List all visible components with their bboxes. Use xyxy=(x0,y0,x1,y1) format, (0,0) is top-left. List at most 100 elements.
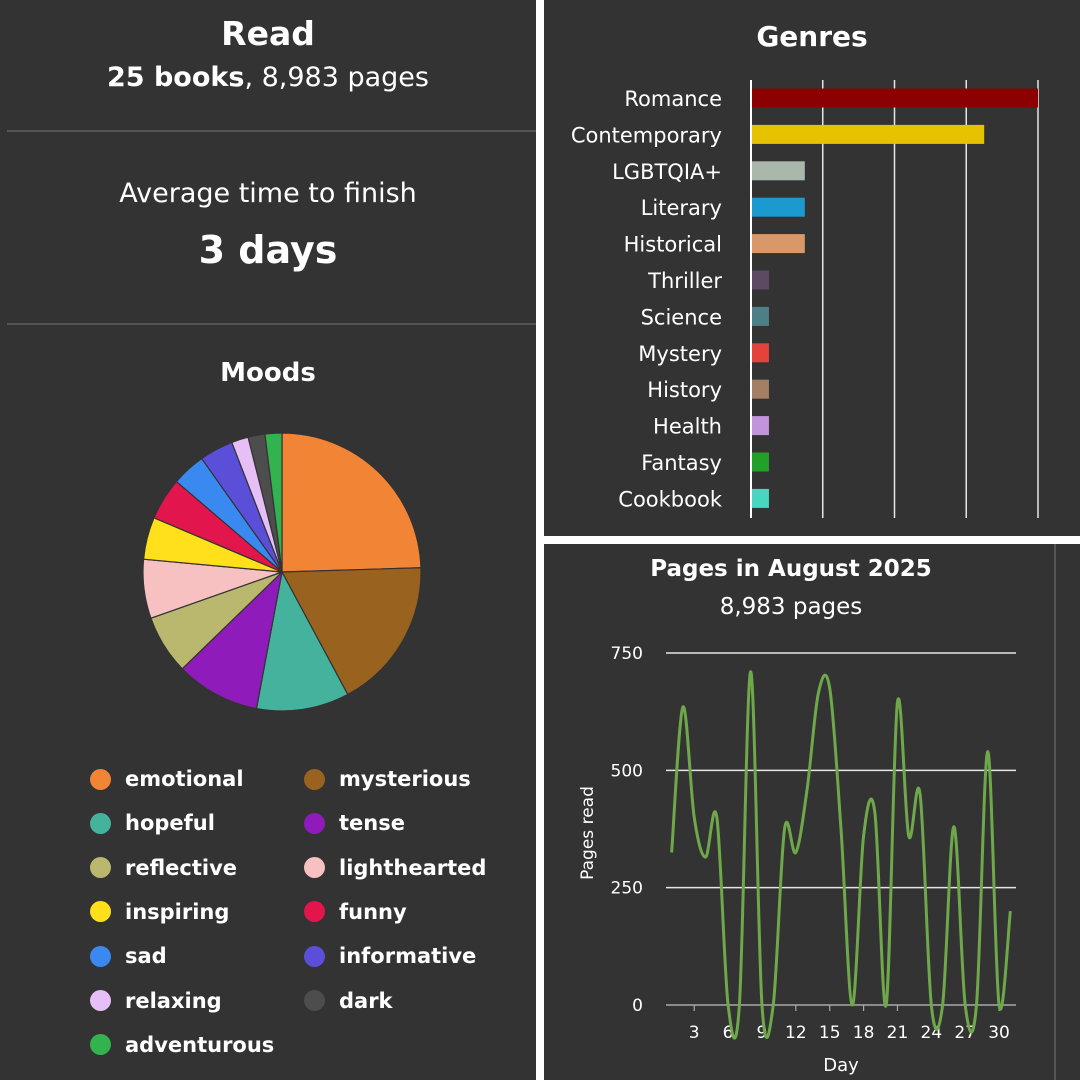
x-tick-label: 9 xyxy=(757,1023,768,1043)
x-tick-label: 18 xyxy=(853,1023,875,1043)
legend-swatch xyxy=(304,901,325,923)
legend-swatch xyxy=(90,768,111,790)
legend-item-reflective: reflective xyxy=(90,856,237,880)
bar-Fantasy xyxy=(751,452,769,472)
pages-count: , 8,983 pages xyxy=(244,62,429,93)
bar-Historical xyxy=(751,234,805,254)
legend-item-informative: informative xyxy=(304,944,476,968)
legend-swatch xyxy=(304,768,325,790)
genres-title: Genres xyxy=(756,20,868,53)
books-count: 25 books xyxy=(107,62,245,93)
y-tick-label: 250 xyxy=(611,879,643,899)
legend-item-tense: tense xyxy=(304,811,405,835)
y-axis-label: Pages read xyxy=(578,786,598,880)
category-label: Science xyxy=(641,305,722,329)
category-label: Health xyxy=(653,415,722,439)
bar-Mystery xyxy=(751,343,769,363)
pie-slice-adventurous xyxy=(264,432,283,573)
legend-label: adventurous xyxy=(125,1032,275,1057)
legend-item-funny: funny xyxy=(304,900,407,924)
category-label: LGBTQIA+ xyxy=(612,160,722,184)
summary-panel: Read 25 books, 8,983 pages Average time … xyxy=(0,0,536,1080)
pages-subtitle: 8,983 pages xyxy=(719,594,863,620)
legend-label: emotional xyxy=(125,767,244,791)
legend-item-relaxing: relaxing xyxy=(90,989,222,1013)
legend-item-hopeful: hopeful xyxy=(90,811,215,835)
moods-pie-chart xyxy=(142,432,422,712)
bar-History xyxy=(751,379,769,399)
bar-Cookbook xyxy=(751,488,769,508)
bar-Romance xyxy=(751,88,1038,108)
read-summary: 25 books, 8,983 pages xyxy=(0,62,536,93)
divider xyxy=(7,130,536,132)
average-time-value: 3 days xyxy=(198,228,338,272)
category-label: Cookbook xyxy=(618,487,723,511)
legend-swatch xyxy=(304,857,325,879)
legend-label: reflective xyxy=(125,855,238,880)
bar-LGBTQIA+ xyxy=(751,161,805,181)
legend-swatch xyxy=(304,945,325,967)
legend-label: sad xyxy=(125,944,167,969)
legend-item-emotional: emotional xyxy=(90,767,244,791)
legend-item-sad: sad xyxy=(90,944,167,968)
x-tick-label: 6 xyxy=(723,1023,734,1043)
legend-item-lighthearted: lighthearted xyxy=(304,856,486,880)
x-tick-label: 12 xyxy=(785,1023,807,1043)
y-tick-label: 750 xyxy=(611,644,643,664)
category-label: Fantasy xyxy=(641,451,722,475)
average-time-label: Average time to finish xyxy=(119,178,417,209)
bar-Health xyxy=(751,416,769,436)
legend-item-inspiring: inspiring xyxy=(90,900,229,924)
category-label: Thriller xyxy=(647,269,722,293)
bar-Literary xyxy=(751,197,805,217)
legend-swatch xyxy=(90,901,111,923)
pie-slice-mysterious xyxy=(281,567,422,696)
legend-swatch xyxy=(304,812,325,834)
moods-title: Moods xyxy=(220,358,316,388)
category-label: Romance xyxy=(624,87,722,111)
genres-bar-chart: Romance Contemporary LGBTQIA+ Literary Histo… xyxy=(571,80,1039,518)
pages-series-line xyxy=(670,670,1012,1040)
legend-swatch xyxy=(304,990,325,1011)
pages-panel: Pages in August 2025 8,983 pages 0 250 500… xyxy=(544,544,1080,1080)
category-label: Mystery xyxy=(638,342,722,366)
category-label: Literary xyxy=(641,196,722,220)
bar-Science xyxy=(751,306,769,326)
y-tick-label: 500 xyxy=(611,761,643,781)
category-label: Contemporary xyxy=(571,123,722,147)
legend-label: hopeful xyxy=(125,811,215,836)
category-label: History xyxy=(647,378,722,402)
legend-item-adventurous: adventurous xyxy=(90,1033,274,1057)
legend-label: tense xyxy=(339,811,405,836)
pie-slice-tense xyxy=(181,570,283,710)
bar-Contemporary xyxy=(751,124,985,144)
legend-label: lighthearted xyxy=(339,855,487,880)
panel-edge-line xyxy=(1054,544,1056,1080)
x-tick-label: 21 xyxy=(887,1023,909,1043)
legend-swatch xyxy=(90,990,111,1011)
legend-label: mysterious xyxy=(339,767,471,791)
legend-swatch xyxy=(90,945,111,967)
x-tick-label: 3 xyxy=(689,1023,700,1043)
legend-item-mysterious: mysterious xyxy=(304,767,471,791)
bar-Thriller xyxy=(751,270,769,290)
legend-label: dark xyxy=(339,988,393,1013)
pages-title: Pages in August 2025 xyxy=(650,556,932,582)
legend-label: informative xyxy=(339,944,477,969)
x-tick-label: 30 xyxy=(988,1023,1010,1043)
read-title: Read xyxy=(221,14,315,53)
category-label: Historical xyxy=(624,233,722,257)
x-tick-label: 27 xyxy=(954,1023,976,1043)
legend-label: funny xyxy=(339,899,407,924)
pie-slice-hopeful xyxy=(255,570,349,712)
genres-panel: Genres Romance Contemporary LGBTQIA+ Litera… xyxy=(544,0,1080,536)
legend-swatch xyxy=(90,1034,111,1056)
divider xyxy=(7,323,536,325)
pie-slice-emotional xyxy=(281,432,422,573)
y-tick-label: 0 xyxy=(632,996,643,1016)
legend-label: relaxing xyxy=(125,988,222,1013)
legend-swatch xyxy=(90,857,111,879)
x-tick-label: 15 xyxy=(819,1023,841,1043)
legend-swatch xyxy=(90,812,111,834)
